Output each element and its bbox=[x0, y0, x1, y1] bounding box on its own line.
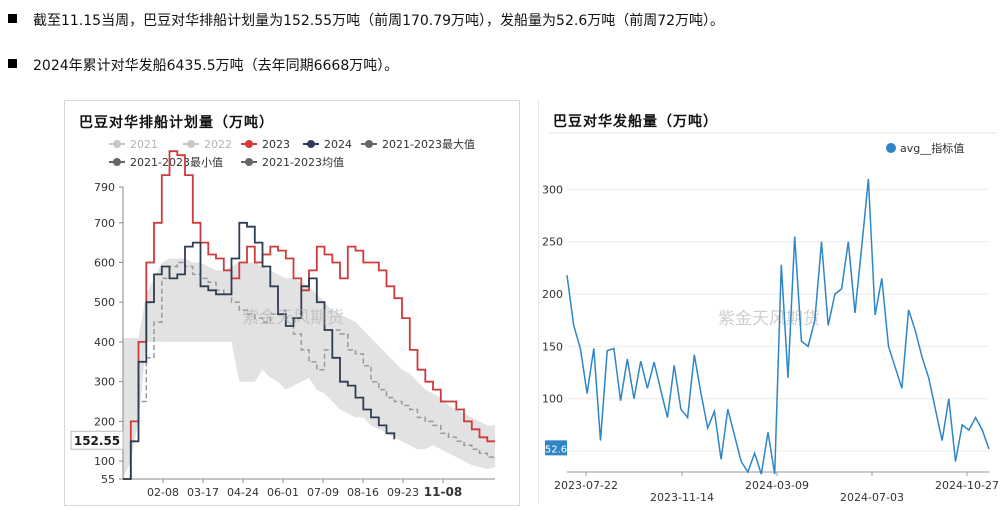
shipment-volume-chart: avg__指标值501001502002503002023-07-222023-… bbox=[542, 132, 999, 504]
bullet-square-icon bbox=[8, 14, 17, 23]
legend-marker-2 bbox=[245, 140, 253, 148]
shipping-plan-chart-panel: 巴豆对华排船计划量（万吨） 2021 2022 2023 2024 2021-2023最… bbox=[64, 100, 520, 506]
legend-marker-6 bbox=[245, 158, 253, 166]
series-line bbox=[566, 178, 990, 475]
shipment-volume-chart-panel: 巴豆对华发船量（万吨） avg__指标值50100150200250300202… bbox=[538, 100, 999, 504]
series-2023-line bbox=[123, 150, 495, 480]
legend-marker-5 bbox=[113, 158, 121, 166]
legend-marker-4 bbox=[365, 140, 373, 148]
summary-line-2: 2024年累计对华发船6435.5万吨（去年同期6668万吨）。 bbox=[8, 57, 398, 75]
legend-label-2: 2023 bbox=[262, 138, 290, 151]
y-tick-label-4: 400 bbox=[94, 336, 115, 349]
summary-text-2: 2024年累计对华发船6435.5万吨（去年同期6668万吨）。 bbox=[33, 58, 399, 74]
legend-label-6: 2021-2023均值 bbox=[262, 156, 344, 169]
shipping-plan-chart-title: 巴豆对华排船计划量（万吨） bbox=[79, 115, 274, 131]
y-tick-label-2: 200 bbox=[94, 415, 115, 428]
y-tick-label-5: 500 bbox=[94, 296, 115, 309]
y-tick-label-4: 250 bbox=[542, 236, 563, 249]
x-tick-label-7: 11-08 bbox=[424, 485, 462, 499]
legend-label-3: 2024 bbox=[324, 138, 352, 151]
x-tick-label-6: 09-23 bbox=[387, 486, 419, 499]
x-tick-label-5: 08-16 bbox=[347, 486, 379, 499]
legend-marker-3 bbox=[307, 140, 315, 148]
y-tick-label-0: 55 bbox=[101, 473, 115, 486]
latest-value-label: 152.55 bbox=[74, 434, 120, 448]
legend-marker bbox=[886, 143, 896, 153]
legend-label-5: 2021-2023最小值 bbox=[130, 156, 223, 169]
legend-marker-1 bbox=[187, 140, 195, 148]
y-tick-label-5: 300 bbox=[542, 183, 563, 196]
y-tick-label-8: 790 bbox=[94, 181, 115, 194]
legend-label-0: 2021 bbox=[130, 138, 158, 151]
legend-label: avg__指标值 bbox=[900, 141, 964, 155]
watermark: 紫金天风期货 bbox=[718, 309, 820, 329]
min-max-band bbox=[123, 258, 495, 479]
latest-value-label: 52.6 bbox=[545, 444, 567, 455]
x-tick-label-2: 04-24 bbox=[227, 486, 259, 499]
x-tick-label-3: 06-01 bbox=[267, 486, 299, 499]
summary-line-1: 截至11.15当周，巴豆对华排船计划量为152.55万吨（前周170.79万吨）… bbox=[8, 12, 724, 30]
y-tick-label-2: 150 bbox=[542, 340, 563, 353]
legend-label-4: 2021-2023最大值 bbox=[382, 137, 475, 151]
x-tick-label-0: 02-08 bbox=[147, 486, 179, 499]
y-tick-label-3: 300 bbox=[94, 376, 115, 389]
y-tick-label-1: 100 bbox=[94, 455, 115, 468]
x-tick-label-1: 03-17 bbox=[187, 486, 219, 499]
x-tick-label-3: 2024-07-03 bbox=[840, 491, 904, 504]
series-2024-line bbox=[123, 221, 396, 480]
y-tick-label-1: 100 bbox=[542, 393, 563, 406]
x-tick-label-4: 2024-10-27 bbox=[935, 479, 999, 492]
legend-marker-0 bbox=[113, 140, 121, 148]
watermark: 紫金天风期货 bbox=[242, 308, 344, 328]
y-tick-label-3: 200 bbox=[542, 288, 563, 301]
y-tick-label-6: 600 bbox=[94, 256, 115, 269]
latest-value-box bbox=[545, 440, 567, 456]
y-tick-label-7: 700 bbox=[94, 217, 115, 230]
summary-text-1: 截至11.15当周，巴豆对华排船计划量为152.55万吨（前周170.79万吨）… bbox=[33, 13, 725, 29]
latest-value-box bbox=[70, 430, 124, 450]
bullet-square-icon bbox=[8, 59, 17, 68]
shipping-plan-chart: 2021 2022 2023 2024 2021-2023最大值 2021-2023最小值… bbox=[70, 137, 496, 499]
x-tick-label-4: 07-09 bbox=[307, 486, 339, 499]
x-tick-label-0: 2023-07-22 bbox=[554, 479, 618, 492]
x-tick-label-1: 2023-11-14 bbox=[650, 491, 714, 504]
legend-label-1: 2022 bbox=[204, 138, 232, 151]
shipment-volume-chart-title: 巴豆对华发船量（万吨） bbox=[553, 114, 718, 130]
x-tick-label-2: 2024-03-09 bbox=[745, 479, 809, 492]
